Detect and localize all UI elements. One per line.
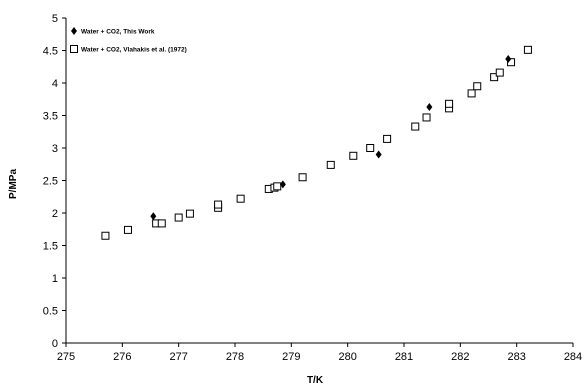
legend: Water + CO2, This Work Water + CO2, Vlah… xyxy=(70,27,187,54)
legend-item-this-work: Water + CO2, This Work xyxy=(71,27,155,36)
data-points xyxy=(101,45,532,240)
y-tick-label: 2 xyxy=(52,208,58,220)
point-vlahakis xyxy=(467,89,476,98)
y-tick-label: 2.5 xyxy=(43,176,58,188)
point-this-work xyxy=(426,103,433,112)
x-axis-title: T/K xyxy=(307,375,324,386)
y-tick-label: 0 xyxy=(52,338,58,350)
point-vlahakis xyxy=(326,160,335,169)
x-tick-label: 284 xyxy=(564,351,582,363)
y-tick-label: 5 xyxy=(52,13,58,25)
point-vlahakis xyxy=(383,134,392,143)
point-vlahakis xyxy=(157,219,166,228)
x-tick-label: 276 xyxy=(113,351,131,363)
point-vlahakis xyxy=(473,82,482,91)
y-tick-labels: 0 0.5 1 1.5 2 2.5 3 3.5 4 4.5 5 xyxy=(43,13,58,350)
x-tick-label: 279 xyxy=(282,351,300,363)
point-vlahakis xyxy=(185,209,194,218)
point-vlahakis xyxy=(214,200,223,209)
x-tick-label: 277 xyxy=(169,351,187,363)
point-vlahakis xyxy=(490,73,499,82)
point-vlahakis xyxy=(101,231,110,240)
point-vlahakis xyxy=(123,225,132,234)
y-tick-label: 1 xyxy=(52,273,58,285)
point-vlahakis xyxy=(298,173,307,182)
y-tick-label: 4.5 xyxy=(43,46,58,58)
point-vlahakis xyxy=(366,144,375,152)
legend-label-this-work: Water + CO2, This Work xyxy=(81,29,155,36)
legend-item-vlahakis: Water + CO2, Vlahakis et al. (1972) xyxy=(70,45,187,54)
point-vlahakis xyxy=(236,194,245,203)
point-vlahakis xyxy=(523,45,532,54)
y-tick-label: 3.5 xyxy=(43,111,58,123)
x-tick-label: 278 xyxy=(226,351,244,363)
x-tick-label: 280 xyxy=(338,351,356,363)
point-this-work xyxy=(375,150,382,159)
y-tick-label: 0.5 xyxy=(43,306,58,318)
point-this-work xyxy=(505,54,512,63)
point-vlahakis xyxy=(445,99,454,108)
legend-label-vlahakis: Water + CO2, Vlahakis et al. (1972) xyxy=(81,47,187,54)
point-this-work xyxy=(150,212,157,221)
y-axis-title: P/MPa xyxy=(8,169,19,199)
x-tick-label: 281 xyxy=(395,351,413,363)
point-vlahakis xyxy=(273,182,282,191)
point-vlahakis xyxy=(422,113,431,122)
legend-marker-square xyxy=(70,45,78,53)
y-tick-label: 3 xyxy=(52,143,58,155)
x-tick-label: 275 xyxy=(57,351,75,363)
x-tick-label: 282 xyxy=(451,351,469,363)
x-tick-label: 283 xyxy=(507,351,525,363)
y-tick-label: 4 xyxy=(52,78,58,90)
axes xyxy=(62,17,574,347)
point-vlahakis xyxy=(495,68,504,77)
x-tick-labels: 275 276 277 278 279 280 281 282 283 284 xyxy=(57,351,582,363)
legend-marker-diamond xyxy=(71,27,77,35)
y-tick-label: 1.5 xyxy=(43,241,58,253)
point-vlahakis xyxy=(507,58,516,67)
point-vlahakis xyxy=(174,213,183,222)
point-this-work xyxy=(279,180,286,189)
point-vlahakis xyxy=(411,122,420,131)
point-vlahakis xyxy=(349,151,358,160)
